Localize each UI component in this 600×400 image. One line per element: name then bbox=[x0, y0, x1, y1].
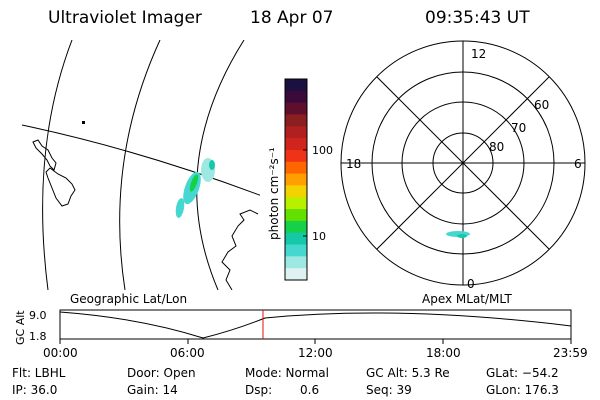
altitude-curve bbox=[59, 311, 572, 339]
latitude-line bbox=[21, 124, 260, 196]
colorbar-band bbox=[285, 79, 307, 92]
colorbar-band bbox=[285, 197, 307, 210]
aurora-emission bbox=[175, 158, 215, 218]
colorbar-tick-label: 100 bbox=[312, 144, 333, 157]
colorbar-band bbox=[285, 149, 307, 163]
longitude-line bbox=[119, 40, 161, 290]
colorbar-band bbox=[285, 220, 307, 234]
colorbar-band bbox=[285, 138, 307, 151]
apex-panel-label: Apex MLat/MLT bbox=[422, 292, 512, 306]
colorbar-band bbox=[285, 161, 307, 175]
time-tick-label: 12:00 bbox=[298, 346, 333, 360]
colorbar-band bbox=[285, 268, 307, 281]
ip-status: IP: 36.0 bbox=[12, 383, 58, 397]
colorbar-band bbox=[285, 173, 307, 187]
time-label: 09:35:43 UT bbox=[425, 8, 530, 28]
longitude-line bbox=[196, 40, 245, 290]
mlat-label-80: 80 bbox=[489, 140, 504, 154]
colorbar-band bbox=[285, 209, 307, 222]
polar-aurora-emission bbox=[446, 231, 470, 238]
dsp-value: 0.6 bbox=[300, 383, 320, 397]
altitude-tick-top: 9.0 bbox=[29, 309, 47, 322]
colorbar-unit-label: photon cm⁻²s⁻¹ bbox=[267, 147, 281, 240]
coastline bbox=[221, 209, 259, 290]
coastline bbox=[32, 139, 57, 171]
mlt-label-12: 12 bbox=[471, 47, 486, 61]
mlt-spoke bbox=[376, 76, 550, 250]
longitude-line bbox=[42, 40, 73, 290]
seq-status: Seq: 39 bbox=[366, 383, 412, 397]
colorbar-band bbox=[285, 256, 307, 269]
altitude-axis-label: GC Alt bbox=[14, 310, 27, 345]
mlat-label-60: 60 bbox=[534, 98, 549, 112]
door-status: Door: Open bbox=[127, 366, 196, 380]
mlat-label-70: 70 bbox=[511, 121, 526, 135]
colorbar-band bbox=[285, 114, 307, 127]
geographic-map bbox=[21, 40, 260, 290]
polar-plot bbox=[340, 40, 586, 286]
colorbar-frame bbox=[284, 78, 308, 281]
colorbar-band bbox=[285, 232, 307, 246]
dsp-label: Dsp: bbox=[245, 383, 273, 397]
colorbar-tick-label: 10 bbox=[312, 230, 326, 243]
coastline bbox=[45, 167, 76, 207]
mlt-label-18: 18 bbox=[346, 157, 361, 171]
geographic-panel-label: Geographic Lat/Lon bbox=[70, 292, 187, 306]
colorbar bbox=[285, 79, 307, 281]
date-label: 18 Apr 07 bbox=[250, 8, 334, 28]
instrument-title: Ultraviolet Imager bbox=[48, 8, 202, 28]
colorbar-band bbox=[285, 102, 307, 116]
time-tick-label: 23:59 bbox=[553, 346, 588, 360]
glon-status: GLon: 176.3 bbox=[486, 383, 559, 397]
colorbar-band bbox=[285, 244, 307, 257]
gc-alt-status: GC Alt: 5.3 Re bbox=[366, 366, 450, 380]
time-tick-label: 00:00 bbox=[43, 346, 78, 360]
altitude-tick-bottom: 1.8 bbox=[29, 330, 47, 343]
island-dot bbox=[82, 121, 85, 124]
mlt-label-0: 0 bbox=[467, 277, 475, 291]
colorbar-band bbox=[285, 185, 307, 198]
mlt-label-6: 6 bbox=[574, 157, 582, 171]
time-tick-label: 06:00 bbox=[170, 346, 205, 360]
time-tick-label: 18:00 bbox=[426, 346, 461, 360]
glat-status: GLat: −54.2 bbox=[486, 366, 559, 380]
colorbar-band bbox=[285, 90, 307, 104]
filter-status: Flt: LBHL bbox=[12, 366, 66, 380]
colorbar-band bbox=[285, 126, 307, 139]
gain-status: Gain: 14 bbox=[127, 383, 178, 397]
mode-status: Mode: Normal bbox=[245, 366, 329, 380]
